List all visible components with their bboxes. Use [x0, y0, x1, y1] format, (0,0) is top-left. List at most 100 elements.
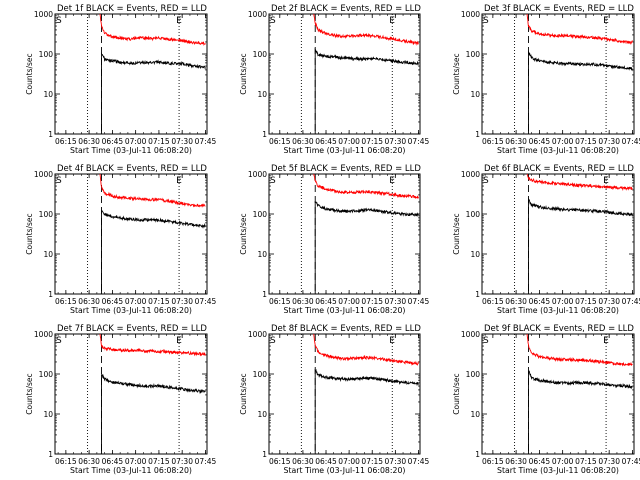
chart-title: Det 3f BLACK = Events, RED = LLD	[484, 4, 634, 14]
y-tick-label: 1000	[34, 170, 53, 179]
chart-title: Det 1f BLACK = Events, RED = LLD	[57, 4, 207, 14]
series-line-lld	[313, 173, 419, 199]
plot-frame	[54, 173, 208, 295]
series-line-lld	[526, 173, 633, 191]
start-marker-label: S	[56, 336, 62, 346]
y-tick-label: 100	[466, 50, 481, 59]
x-tick-label: 07:15	[148, 297, 170, 306]
y-tick-label: 1000	[461, 330, 480, 339]
x-tick-label: 06:45	[529, 297, 551, 306]
y-axis-label: Counts/sec	[25, 213, 34, 254]
x-tick-label: 07:30	[598, 297, 620, 306]
end-marker-label: E	[176, 176, 182, 186]
start-marker-label: S	[56, 16, 62, 26]
x-axis-label: Start Time (03-Jul-11 06:08:20)	[284, 306, 406, 315]
y-tick-label: 10	[470, 90, 480, 99]
x-tick-label: 07:30	[385, 137, 407, 146]
x-tick-label: 07:15	[361, 297, 383, 306]
x-tick-label: 07:15	[148, 137, 170, 146]
chart-title: Det 5f BLACK = Events, RED = LLD	[271, 164, 421, 174]
panel-det-8: Det 8f BLACK = Events, RED = LLD 1 10 100 10…	[239, 324, 429, 475]
panel-det-1: Det 1f BLACK = Events, RED = LLD 1 10 100 10…	[25, 4, 216, 155]
x-tick-label: 07:45	[195, 297, 217, 306]
x-tick-label: 07:30	[598, 457, 620, 466]
x-tick-label: 07:15	[575, 137, 597, 146]
series-line-lld	[526, 13, 633, 45]
x-tick-label: 06:30	[78, 297, 100, 306]
x-tick-label: 06:15	[269, 457, 291, 466]
y-tick-label: 10	[470, 250, 480, 259]
x-tick-label: 07:45	[195, 457, 217, 466]
x-tick-label: 07:00	[338, 137, 360, 146]
plot-frame	[54, 13, 208, 135]
panel-det-5: Det 5f BLACK = Events, RED = LLD 1 10 100 10…	[239, 164, 429, 315]
x-tick-label: 07:00	[125, 137, 147, 146]
y-tick-label: 1	[262, 290, 267, 299]
x-tick-label: 07:45	[622, 297, 640, 306]
x-tick-label: 06:15	[482, 297, 504, 306]
chart-title: Det 4f BLACK = Events, RED = LLD	[57, 164, 207, 174]
series-line-lld	[313, 333, 419, 366]
x-tick-label: 06:30	[505, 457, 527, 466]
x-tick-label: 07:45	[622, 137, 640, 146]
y-tick-label: 1000	[34, 10, 53, 19]
series-line-events	[528, 197, 633, 294]
y-axis-label: Counts/sec	[452, 53, 461, 94]
x-tick-label: 07:30	[598, 137, 620, 146]
end-marker-label: E	[389, 16, 395, 26]
x-tick-label: 07:15	[575, 297, 597, 306]
x-tick-label: 07:00	[338, 457, 360, 466]
y-tick-label: 1	[48, 290, 53, 299]
y-tick-label: 100	[253, 210, 268, 219]
x-tick-label: 06:45	[315, 137, 337, 146]
x-tick-label: 07:00	[552, 297, 574, 306]
series-line-lld	[99, 13, 206, 46]
plot-frame	[481, 173, 635, 295]
y-tick-label: 100	[39, 370, 54, 379]
start-marker-label: S	[270, 176, 276, 186]
y-tick-label: 1000	[248, 170, 267, 179]
start-marker-label: S	[270, 336, 276, 346]
y-tick-label: 100	[253, 370, 268, 379]
start-marker-label: S	[483, 336, 489, 346]
x-tick-label: 06:15	[55, 137, 77, 146]
y-tick-label: 10	[43, 410, 53, 419]
panel-det-7: Det 7f BLACK = Events, RED = LLD 1 10 100 10…	[25, 324, 216, 475]
x-tick-label: 07:30	[385, 297, 407, 306]
end-marker-label: E	[176, 336, 182, 346]
series-line-events	[314, 47, 419, 134]
x-tick-label: 07:00	[125, 297, 147, 306]
x-tick-label: 06:30	[78, 457, 100, 466]
x-axis-label: Start Time (03-Jul-11 06:08:20)	[497, 146, 619, 155]
x-tick-label: 07:30	[171, 137, 193, 146]
series-line-lld	[526, 333, 633, 367]
y-tick-label: 100	[39, 210, 54, 219]
chart-title: Det 7f BLACK = Events, RED = LLD	[57, 324, 207, 334]
x-axis-label: Start Time (03-Jul-11 06:08:20)	[70, 146, 192, 155]
end-marker-label: E	[176, 16, 182, 26]
y-tick-label: 10	[43, 250, 53, 259]
x-axis-label: Start Time (03-Jul-11 06:08:20)	[70, 466, 192, 475]
series-line-events	[528, 50, 633, 134]
x-tick-label: 06:45	[315, 457, 337, 466]
x-axis-label: Start Time (03-Jul-11 06:08:20)	[70, 306, 192, 315]
y-tick-label: 1000	[248, 10, 267, 19]
y-tick-label: 10	[43, 90, 53, 99]
chart-title: Det 8f BLACK = Events, RED = LLD	[271, 324, 421, 334]
plot-frame	[268, 13, 421, 135]
y-tick-label: 1000	[34, 330, 53, 339]
x-tick-label: 07:30	[171, 457, 193, 466]
y-tick-label: 1000	[461, 170, 480, 179]
end-marker-label: E	[603, 336, 609, 346]
end-marker-label: E	[389, 336, 395, 346]
series-line-events	[101, 373, 206, 454]
panel-det-4: Det 4f BLACK = Events, RED = LLD 1 10 100 10…	[25, 164, 216, 315]
x-tick-label: 06:30	[292, 457, 314, 466]
x-tick-label: 06:45	[529, 457, 551, 466]
x-tick-label: 07:45	[622, 457, 640, 466]
end-marker-label: E	[389, 176, 395, 186]
start-marker-label: S	[483, 16, 489, 26]
series-line-events	[314, 200, 419, 294]
x-tick-label: 07:00	[338, 297, 360, 306]
